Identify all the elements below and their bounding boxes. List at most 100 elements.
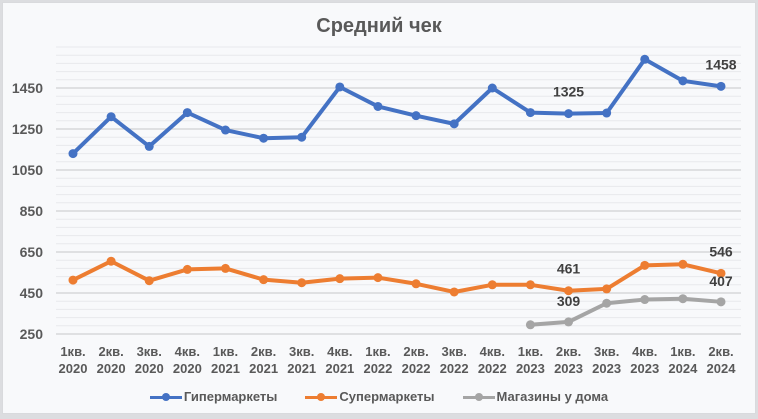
data-point[interactable] [144, 276, 154, 286]
data-point[interactable] [678, 259, 688, 269]
legend-item-supermarkets[interactable]: Супермаркеты [305, 389, 435, 404]
data-label: 546 [709, 243, 733, 259]
y-tick-label: 250 [20, 326, 44, 342]
data-point[interactable] [182, 108, 192, 118]
x-tick-label: 3кв. [594, 344, 619, 359]
data-point[interactable] [564, 286, 574, 296]
x-tick-label: 2021 [325, 361, 354, 376]
y-tick-label: 850 [20, 203, 44, 219]
y-tick-label: 1050 [12, 162, 43, 178]
x-tick-label: 4кв. [480, 344, 505, 359]
data-point[interactable] [373, 273, 383, 283]
x-tick-label: 2023 [516, 361, 545, 376]
y-tick-label: 1250 [12, 121, 43, 137]
data-point[interactable] [335, 274, 345, 284]
data-point[interactable] [411, 111, 421, 121]
data-point[interactable] [640, 295, 650, 305]
legend: Гипермаркеты Супермаркеты Магазины у дом… [3, 389, 755, 404]
x-tick-label: 2022 [402, 361, 431, 376]
data-point[interactable] [678, 294, 688, 304]
data-point[interactable] [106, 112, 116, 122]
data-point[interactable] [68, 149, 78, 159]
x-tick-label: 1кв. [365, 344, 390, 359]
x-tick-label: 1кв. [60, 344, 85, 359]
x-tick-label: 2кв. [708, 344, 733, 359]
x-tick-label: 2020 [135, 361, 164, 376]
series-line [72, 259, 722, 294]
x-tick-label: 2021 [287, 361, 316, 376]
data-point[interactable] [564, 109, 574, 119]
x-tick-label: 2022 [440, 361, 469, 376]
x-tick-label: 1кв. [670, 344, 695, 359]
data-point[interactable] [220, 263, 230, 273]
x-tick-label: 3кв. [289, 344, 314, 359]
x-tick-label: 2021 [249, 361, 278, 376]
data-point[interactable] [716, 81, 726, 91]
chart-title: Средний чек [316, 15, 442, 37]
data-point[interactable] [487, 280, 497, 290]
data-point[interactable] [259, 275, 269, 285]
x-tick-label: 2024 [707, 361, 737, 376]
x-tick-label: 1кв. [518, 344, 543, 359]
x-tick-label: 2022 [478, 361, 507, 376]
data-point[interactable] [297, 278, 307, 288]
data-point[interactable] [716, 268, 726, 278]
x-tick-label: 2023 [554, 361, 583, 376]
x-tick-label: 4кв. [175, 344, 200, 359]
data-point[interactable] [449, 287, 459, 297]
x-tick-label: 2кв. [98, 344, 123, 359]
x-tick-label: 2023 [630, 361, 659, 376]
y-tick-label: 1450 [12, 80, 43, 96]
data-label: 309 [557, 293, 581, 309]
data-point[interactable] [525, 320, 535, 330]
x-tick-label: 2021 [211, 361, 240, 376]
x-tick-label: 2020 [97, 361, 126, 376]
data-point[interactable] [297, 132, 307, 142]
y-tick-label: 450 [20, 285, 44, 301]
data-point[interactable] [640, 54, 650, 64]
x-tick-label: 2кв. [556, 344, 581, 359]
data-point[interactable] [106, 256, 116, 266]
x-tick-label: 3кв. [442, 344, 467, 359]
x-tick-label: 1кв. [213, 344, 238, 359]
series-line [530, 296, 722, 327]
y-tick-label: 650 [20, 244, 44, 260]
series-line [71, 57, 722, 156]
data-point[interactable] [525, 108, 535, 118]
data-point[interactable] [487, 83, 497, 93]
data-point[interactable] [716, 297, 726, 307]
line-marker-icon [305, 391, 338, 403]
data-label: 1458 [705, 56, 736, 72]
data-point[interactable] [373, 101, 383, 111]
legend-label: Супермаркеты [339, 389, 435, 404]
x-tick-label: 2023 [592, 361, 621, 376]
data-point[interactable] [678, 76, 688, 86]
data-point[interactable] [640, 260, 650, 270]
data-point[interactable] [144, 141, 154, 151]
data-point[interactable] [602, 298, 612, 308]
x-tick-label: 2022 [363, 361, 392, 376]
data-point[interactable] [182, 264, 192, 274]
plot-area: 250 450 650 850 1050 1250 1450 1кв. 2020 2кв. 2020… [12, 46, 741, 376]
data-point[interactable] [602, 284, 612, 294]
data-point[interactable] [411, 279, 421, 289]
data-point[interactable] [220, 125, 230, 135]
x-tick-label: 2кв. [403, 344, 428, 359]
data-label: 407 [709, 273, 733, 289]
data-point[interactable] [525, 280, 535, 290]
data-point[interactable] [602, 108, 612, 118]
chart-container: Средний чек 250 450 650 850 1050 1250 1450 1кв.… [2, 2, 756, 414]
data-point[interactable] [564, 317, 574, 327]
x-tick-label: 2020 [173, 361, 202, 376]
x-tick-label: 2кв. [251, 344, 276, 359]
data-point[interactable] [335, 82, 345, 92]
legend-label: Гипермаркеты [183, 389, 278, 404]
legend-label: Магазины у дома [496, 389, 609, 404]
data-point[interactable] [68, 275, 78, 285]
data-point[interactable] [449, 119, 459, 129]
line-marker-icon [462, 391, 495, 403]
x-tick-label: 2020 [59, 361, 88, 376]
data-point[interactable] [259, 133, 269, 143]
legend-item-hypermarkets[interactable]: Гипермаркеты [149, 389, 278, 404]
legend-item-convenience-stores[interactable]: Магазины у дома [462, 389, 609, 404]
